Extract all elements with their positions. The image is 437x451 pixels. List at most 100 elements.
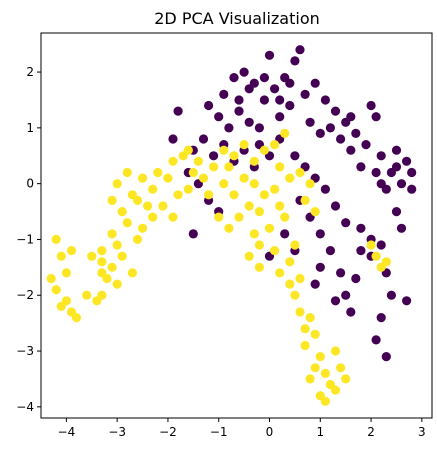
points-layer	[46, 45, 417, 406]
scatter-point-series-1	[300, 324, 310, 334]
scatter-point-series-1	[229, 151, 239, 161]
scatter-point-series-1	[148, 212, 158, 222]
scatter-point-series-1	[46, 273, 56, 284]
scatter-point-series-1	[275, 162, 285, 172]
scatter-point-series-0	[209, 151, 219, 161]
scatter-point-series-0	[244, 117, 254, 127]
scatter-point-series-0	[325, 246, 335, 256]
scatter-point-series-1	[295, 167, 305, 178]
scatter-point-series-0	[341, 290, 351, 300]
scatter-point-series-0	[346, 307, 356, 317]
scatter-point-series-0	[244, 84, 254, 94]
scatter-point-series-1	[341, 374, 351, 384]
scatter-point-series-1	[168, 156, 178, 166]
scatter-point-series-1	[290, 290, 300, 300]
scatter-point-series-1	[188, 167, 198, 178]
scatter-point-series-0	[381, 352, 391, 362]
scatter-point-series-1	[270, 140, 280, 150]
scatter-point-series-0	[264, 50, 275, 60]
scatter-point-series-1	[320, 396, 330, 406]
scatter-point-series-0	[290, 56, 300, 66]
y-tick-label: 2	[26, 65, 34, 79]
scatter-point-series-0	[315, 262, 325, 272]
scatter-point-series-0	[290, 151, 300, 161]
scatter-point-series-0	[259, 95, 269, 105]
scatter-point-series-1	[107, 262, 117, 272]
scatter-point-series-1	[163, 173, 173, 183]
scatter-point-series-1	[87, 251, 97, 261]
x-tick-label: −1	[210, 425, 228, 439]
scatter-point-series-1	[219, 145, 229, 155]
scatter-point-series-1	[305, 179, 315, 189]
scatter-point-series-1	[193, 156, 203, 166]
scatter-point-series-1	[168, 212, 178, 222]
scatter-point-series-1	[97, 290, 107, 300]
scatter-point-series-0	[173, 106, 183, 116]
scatter-point-series-1	[143, 201, 153, 211]
scatter-point-series-1	[244, 201, 254, 211]
scatter-point-series-0	[330, 106, 341, 116]
scatter-point-series-0	[376, 151, 386, 161]
scatter-point-series-1	[51, 285, 61, 295]
scatter-point-series-1	[305, 374, 315, 384]
scatter-point-series-0	[407, 184, 417, 194]
scatter-point-series-1	[66, 246, 77, 256]
scatter-point-series-0	[396, 179, 407, 189]
scatter-point-series-0	[330, 296, 341, 306]
scatter-point-series-1	[117, 207, 127, 217]
scatter-point-series-1	[51, 234, 61, 244]
scatter-point-series-1	[138, 173, 148, 183]
scatter-point-series-0	[351, 128, 361, 138]
scatter-point-series-0	[219, 89, 229, 99]
scatter-point-series-1	[61, 268, 71, 278]
scatter-point-series-1	[275, 268, 285, 278]
scatter-point-series-0	[254, 123, 264, 133]
scatter-point-series-1	[153, 167, 163, 178]
scatter-point-series-0	[259, 73, 269, 83]
y-axis: −4 −3 −2 −1 0 1 2	[16, 65, 41, 414]
scatter-point-series-0	[270, 84, 280, 94]
scatter-point-series-0	[356, 246, 366, 256]
scatter-point-series-1	[127, 268, 137, 278]
scatter-point-series-0	[285, 78, 295, 88]
scatter-point-series-1	[280, 212, 290, 222]
scatter-point-series-1	[56, 301, 66, 311]
x-axis: −4 −3 −2 −1 0 1 2 3	[58, 418, 426, 439]
scatter-point-series-0	[371, 335, 381, 345]
scatter-point-series-0	[407, 167, 417, 178]
scatter-point-series-0	[366, 100, 376, 111]
scatter-point-series-1	[295, 307, 305, 317]
scatter-point-series-1	[234, 212, 244, 222]
scatter-point-series-1	[295, 273, 305, 284]
scatter-point-series-0	[168, 134, 178, 144]
scatter-point-series-0	[239, 67, 249, 77]
scatter-point-series-1	[310, 329, 320, 339]
scatter-point-series-0	[391, 145, 402, 155]
scatter-point-series-1	[183, 145, 193, 155]
scatter-point-series-1	[310, 207, 320, 217]
scatter-point-series-1	[71, 313, 82, 323]
scatter-point-series-1	[138, 223, 148, 233]
scatter-point-series-1	[254, 262, 264, 272]
y-tick-label: −4	[16, 400, 34, 414]
scatter-point-series-0	[310, 78, 320, 88]
scatter-point-series-1	[285, 257, 295, 267]
y-tick-label: 1	[26, 121, 34, 135]
scatter-point-series-1	[259, 145, 269, 155]
plot-frame	[40, 32, 433, 419]
x-tick-label: 2	[367, 425, 375, 439]
scatter-point-series-0	[330, 201, 341, 211]
scatter-point-series-1	[275, 201, 285, 211]
scatter-point-series-0	[346, 145, 356, 155]
scatter-point-series-0	[315, 229, 325, 239]
scatter-point-series-1	[239, 173, 249, 183]
scatter-point-series-0	[402, 156, 412, 166]
scatter-point-series-1	[249, 229, 259, 239]
scatter-point-series-0	[300, 89, 310, 99]
scatter-point-series-1	[204, 190, 214, 200]
scatter-point-series-1	[330, 346, 341, 356]
scatter-point-series-0	[402, 296, 412, 306]
y-tick-label: −3	[16, 344, 34, 358]
scatter-point-series-0	[336, 268, 346, 278]
scatter-point-series-1	[132, 234, 143, 244]
